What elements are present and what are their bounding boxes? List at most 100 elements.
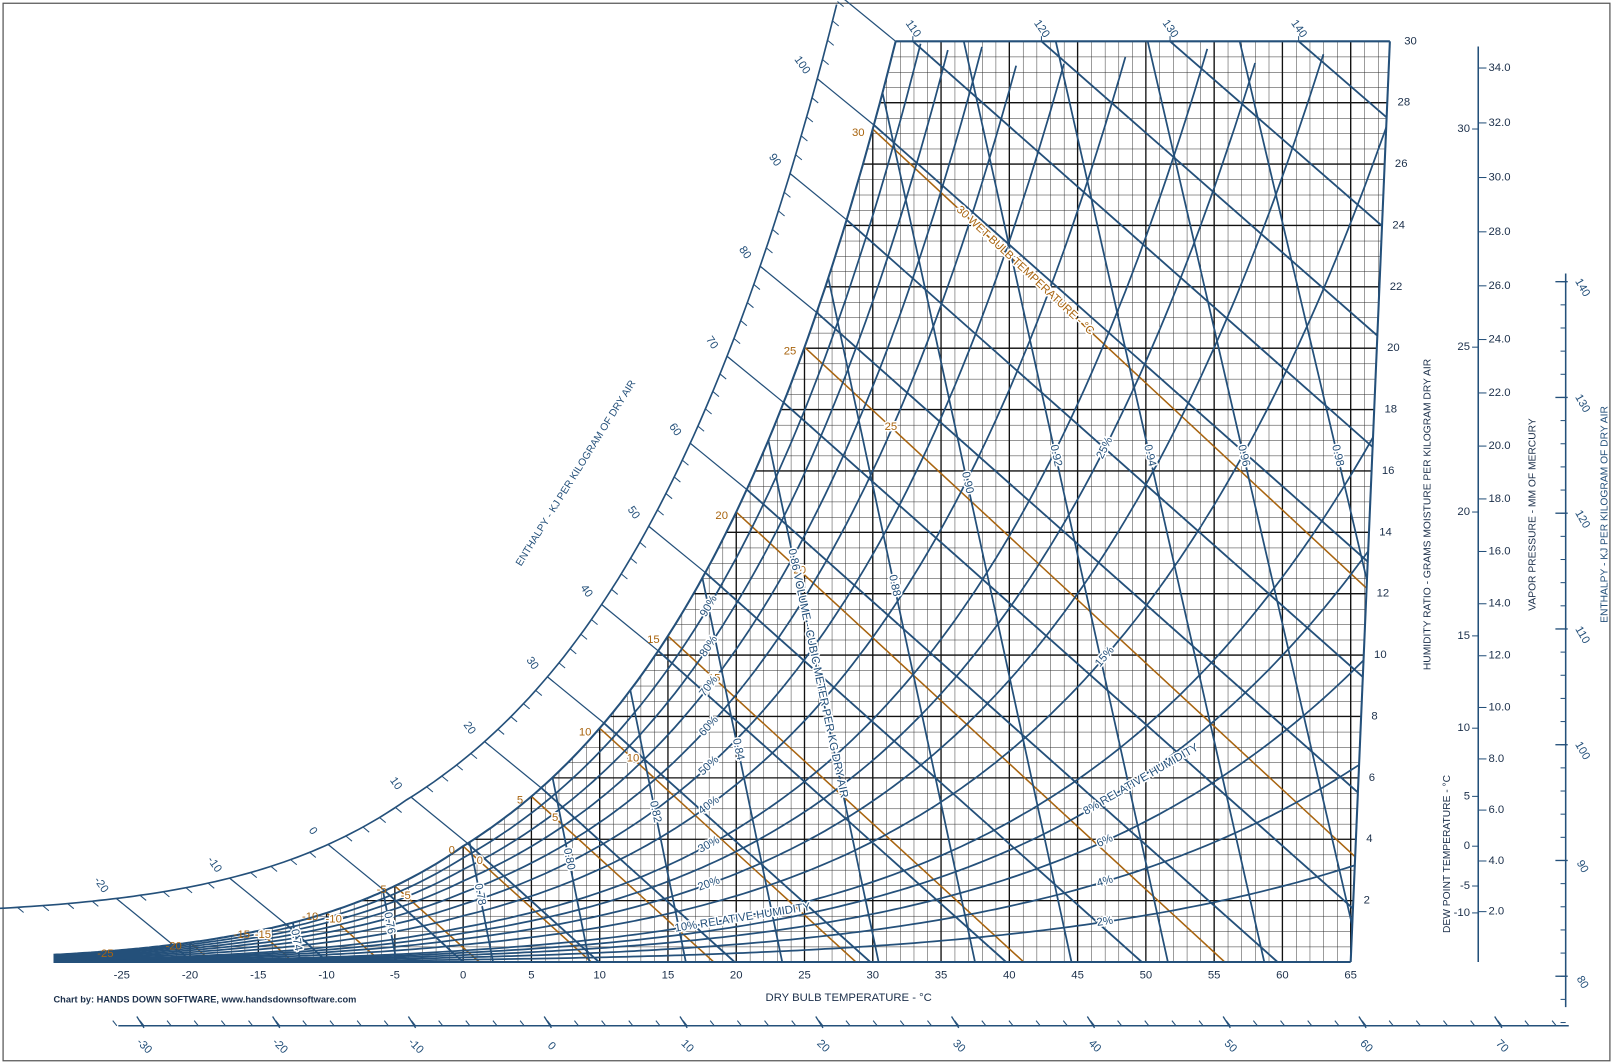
x-tick-label: 55 [1208, 969, 1221, 981]
enthalpy-minor-tick [309, 851, 317, 858]
vapor-pressure-label: 22.0 [1489, 387, 1511, 399]
enthalpy-bottom-tick [407, 1016, 417, 1029]
x-tick-label: -5 [390, 969, 400, 981]
enthalpy-bottom-minor [764, 1020, 770, 1027]
enthalpy-minor-tick [558, 662, 566, 669]
y-tick-label: 12 [1377, 588, 1390, 600]
enthalpy-bottom-minor [1035, 1020, 1041, 1027]
enthalpy-tick [689, 442, 748, 490]
enthalpy-bottom-minor [112, 1020, 118, 1027]
enthalpy-bottom-minor [927, 1020, 932, 1027]
enthalpy-bottom-minor [1388, 1020, 1394, 1027]
enthalpy-minor-tick [67, 903, 75, 910]
enthalpy-left-label: 60 [666, 421, 683, 438]
enthalpy-bottom-minor [574, 1020, 579, 1027]
enthalpy-bottom-minor [791, 1020, 797, 1027]
enthalpy-bottom-minor [736, 1020, 742, 1027]
wet-bulb-label: -10 [302, 911, 318, 923]
wet-bulb-line [872, 128, 1390, 962]
y-tick-label: 8 [1371, 710, 1377, 722]
enthalpy-right-label: 90 [1574, 858, 1591, 875]
enthalpy-minor-tick [441, 775, 449, 782]
enthalpy-bottom-minor [981, 1020, 987, 1027]
volume-line [629, 688, 687, 962]
enthalpy-line [846, 219, 1390, 962]
wet-bulb-label: 5 [517, 794, 523, 806]
dew-point-label: 5 [1464, 790, 1470, 802]
enthalpy-minor-tick [719, 373, 727, 380]
enthalpy-minor-tick [832, 20, 840, 27]
enthalpy-bottom-minor [1008, 1020, 1014, 1027]
enthalpy-minor-tick [753, 284, 761, 290]
x-tick-label: 25 [798, 969, 811, 981]
enthalpy-minor-tick [673, 476, 681, 483]
x-tick-label: -15 [250, 969, 266, 981]
enthalpy-tick [726, 355, 785, 404]
volume-line [468, 839, 494, 962]
x-tick-label: 50 [1140, 969, 1153, 981]
wet-bulb-label: 10 [579, 726, 592, 738]
rh-curve [53, 46, 983, 958]
enthalpy-bottom-minor [302, 1020, 308, 1027]
enthalpy-scale-line [0, 4, 838, 910]
wet-bulb-inner-label: 0 [477, 855, 483, 867]
enthalpy-left-label: 90 [766, 152, 783, 169]
dew-point-label: -10 [1454, 907, 1470, 919]
enthalpy-bottom-minor [438, 1020, 444, 1027]
enthalpy-bottom-minor [383, 1020, 389, 1027]
enthalpy-minor-tick [591, 619, 598, 626]
y-tick-label: 20 [1387, 342, 1400, 354]
enthalpy-minor-tick [535, 690, 543, 696]
wet-bulb-label: 0 [449, 844, 455, 856]
x-tick-label: 40 [1003, 969, 1016, 981]
wet-bulb-label: 15 [647, 634, 660, 646]
vapor-pressure-label: 20.0 [1489, 440, 1511, 452]
rh-label: 2% [1096, 915, 1114, 929]
wet-bulb-label: 30 [852, 127, 865, 139]
volume-line [1238, 41, 1390, 962]
enthalpy-minor-tick [772, 229, 779, 235]
enthalpy-left-label: 10 [387, 775, 404, 792]
vapor-pressure-label: 34.0 [1489, 62, 1511, 74]
wet-bulb-inner-label: -5 [401, 890, 411, 902]
saturation-curve [53, 41, 897, 956]
enthalpy-bottom-minor [465, 1020, 471, 1027]
dew-point-label: 10 [1457, 722, 1470, 734]
y-tick-label: 22 [1390, 281, 1403, 293]
enthalpy-minor-tick [712, 391, 720, 397]
y-axis-title: HUMIDITY RATIO - GRAMS MOISTURE PER KILO… [1423, 359, 1434, 670]
y-tick-label: 14 [1379, 526, 1392, 538]
enthalpy-minor-tick [657, 509, 664, 516]
enthalpy-minor-tick [362, 826, 370, 833]
rh-curve [53, 63, 1065, 960]
enthalpy-minor-tick [426, 786, 434, 793]
vapor-pressure-label: 6.0 [1489, 804, 1505, 816]
volume-line [881, 90, 1073, 962]
enthalpy-bottom-minor [1307, 1020, 1313, 1027]
rh-curve [53, 403, 1390, 962]
enthalpy-bottom-tick [950, 1016, 960, 1029]
rh-curve [53, 48, 1209, 961]
rh-curve [53, 54, 1325, 962]
volume-line [382, 891, 398, 962]
vapor-pressure-label: 10.0 [1489, 701, 1511, 713]
enthalpy-bottom-minor [872, 1020, 878, 1027]
enthalpy-tick [229, 877, 287, 925]
enthalpy-left-label: 20 [461, 720, 478, 737]
enthalpy-minor-tick [345, 835, 353, 842]
dew-point-label: 25 [1457, 341, 1470, 353]
enthalpy-bottom-tick [272, 1016, 281, 1029]
enthalpy-bottom-minor [655, 1020, 661, 1027]
enthalpy-tick [601, 604, 659, 652]
wet-bulb-inner-label: 25 [885, 421, 898, 433]
enthalpy-minor-tick [569, 648, 577, 655]
enthalpy-minor-tick [746, 302, 754, 309]
vapor-pressure-label: 18.0 [1489, 493, 1511, 505]
wet-bulb-line [667, 635, 1025, 962]
enthalpy-tick [115, 897, 174, 946]
enthalpy-minor-tick [207, 882, 215, 889]
enthalpy-line [873, 124, 1390, 962]
enthalpy-right-title: ENTHALPY - KJ PER KILOGRAM OF DRY AIR [1599, 406, 1610, 623]
enthalpy-bottom-tick [1358, 1016, 1367, 1029]
